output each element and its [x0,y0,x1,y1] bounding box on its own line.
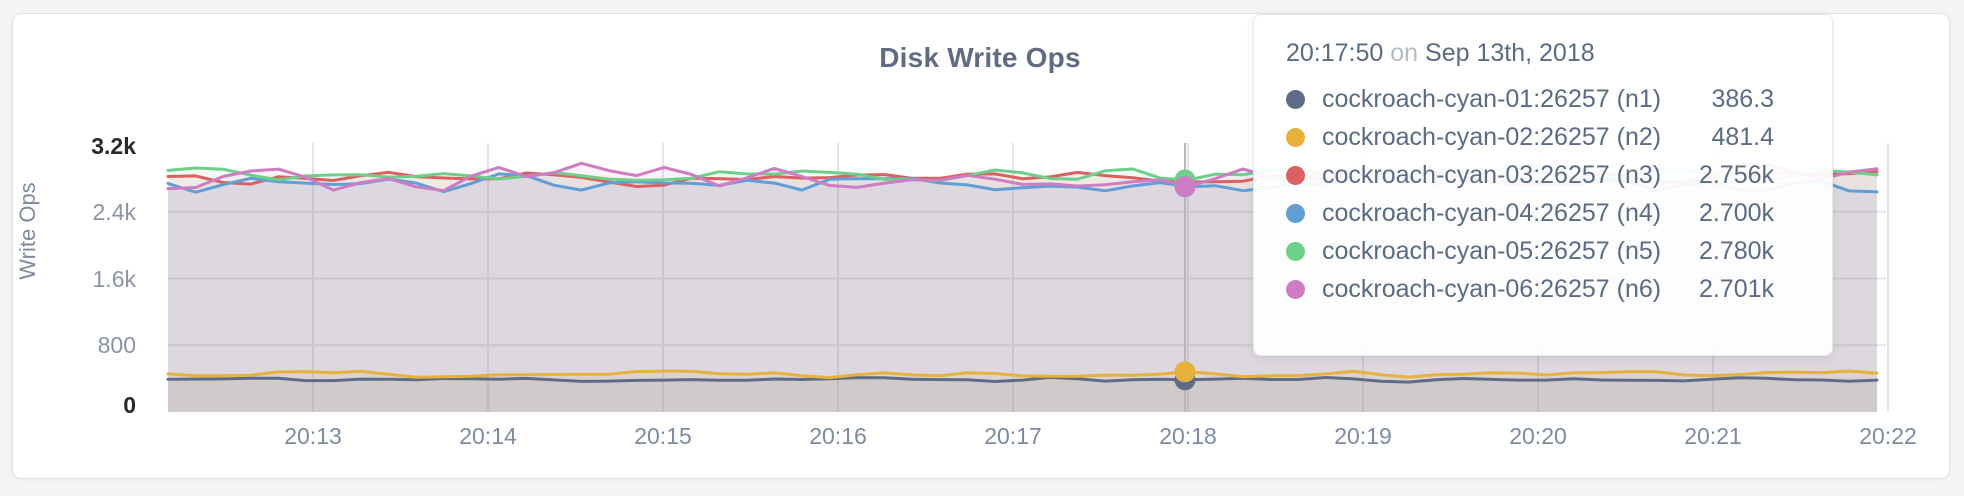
x-tick-2013: 20:13 [284,423,342,449]
series-color-dot-n1 [1286,89,1305,109]
x-tick-2015: 20:15 [634,423,692,449]
x-tick-2017: 20:17 [984,423,1042,449]
y-tick-3200: 3.2k [91,133,136,159]
series-color-dot-n2 [1286,127,1305,147]
series-value-n5: 2.780k [1698,236,1774,265]
x-tick-2021: 20:21 [1684,423,1742,449]
series-color-dot-n6 [1286,279,1305,299]
chart-title: Disk Write Ops [879,42,1081,73]
series-value-n3: 2.756k [1698,160,1774,189]
x-tick-2016: 20:16 [809,423,867,449]
x-tick-2020: 20:20 [1509,423,1567,449]
tooltip-header: 20:17:50 on Sep 13th, 2018 [1286,39,1774,68]
tooltip-on-word: on [1390,39,1419,67]
series-value-n2: 481.4 [1711,122,1774,151]
series-value-n6: 2.701k [1698,274,1774,303]
tooltip-series-row-n3: cockroach-cyan-03:26257 (n3) 2.756k [1286,156,1774,194]
series-value-n4: 2.700k [1698,198,1774,227]
y-tick-1600: 1.6k [92,266,136,292]
y-tick-2400: 2.4k [92,199,136,225]
x-tick-2014: 20:14 [459,423,517,449]
series-name-n3: cockroach-cyan-03:26257 (n3) [1322,160,1662,189]
series-name-n4: cockroach-cyan-04:26257 (n4) [1322,198,1662,227]
tooltip-series-row-n4: cockroach-cyan-04:26257 (n4) 2.700k [1286,194,1774,232]
series-color-dot-n4 [1286,203,1305,223]
tooltip-series-row-n6: cockroach-cyan-06:26257 (n6) 2.701k [1286,270,1774,308]
tooltip-time: 20:17:50 [1286,39,1384,67]
tooltip-date: Sep 13th, 2018 [1425,39,1595,67]
tooltip-series-row-n2: cockroach-cyan-02:26257 (n2) 481.4 [1286,118,1774,156]
tooltip-series-row-n5: cockroach-cyan-05:26257 (n5) 2.780k [1286,232,1774,270]
series-color-dot-n5 [1286,241,1305,261]
series-name-n1: cockroach-cyan-01:26257 (n1) [1322,84,1662,113]
y-tick-0: 0 [123,392,136,418]
tooltip-series-row-n1: cockroach-cyan-01:26257 (n1) 386.3 [1286,80,1774,118]
series-name-n2: cockroach-cyan-02:26257 (n2) [1322,122,1662,151]
series-name-n5: cockroach-cyan-05:26257 (n5) [1322,236,1662,265]
series-value-n1: 386.3 [1711,84,1774,113]
series-color-dot-n3 [1286,165,1305,185]
chart-tooltip: 20:17:50 on Sep 13th, 2018 cockroach-cya… [1253,14,1833,356]
x-tick-2019: 20:19 [1334,423,1392,449]
y-tick-800: 800 [97,332,136,358]
series-name-n6: cockroach-cyan-06:26257 (n6) [1322,274,1662,303]
x-tick-2018: 20:18 [1159,423,1217,449]
x-tick-2022: 20:22 [1859,423,1917,449]
